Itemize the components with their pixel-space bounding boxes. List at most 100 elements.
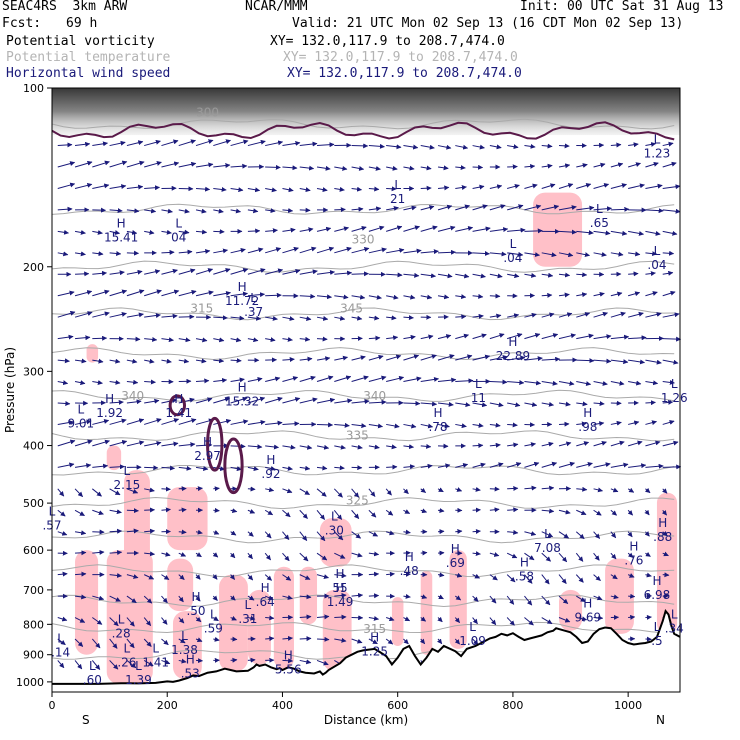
axes-layer: 0 200 400 600 800 1000 100 200 300 400 500 600 700 80…: [16, 82, 642, 712]
extremum-value: 2.97: [194, 449, 221, 463]
wind-vector: [507, 529, 519, 535]
wind-vector: [57, 251, 69, 257]
wind-vector: [489, 293, 501, 299]
wind-vector: [472, 462, 486, 468]
wind-vector: [109, 439, 128, 447]
wind-vector: [610, 380, 625, 386]
wind-vector: [489, 227, 509, 232]
wind-vector: [161, 465, 175, 471]
wind-vector: [109, 550, 123, 556]
extremum-value: 1.25: [361, 644, 388, 658]
wind-vector: [645, 380, 659, 386]
extremum-value: .31: [238, 612, 257, 626]
wind-vector: [126, 336, 141, 342]
wind-vector: [282, 140, 301, 147]
wind-vector: [195, 162, 214, 168]
wind-vector: [419, 638, 426, 645]
wind-vector: [420, 616, 426, 622]
wind-vector: [558, 574, 567, 584]
wind-vector: [368, 531, 379, 537]
wind-vector: [351, 165, 365, 171]
wind-vector: [282, 552, 290, 562]
wind-vector: [282, 635, 293, 641]
wind-vectors-layer: [57, 139, 682, 670]
wind-vector: [334, 207, 346, 213]
extremum-value: .60: [83, 673, 102, 687]
x-tick-label: 400: [272, 699, 293, 712]
wind-vector: [247, 337, 259, 343]
wind-vector: [92, 488, 102, 497]
terrain-layer: [52, 609, 681, 692]
wind-vector: [334, 270, 353, 276]
wind-vector: [662, 379, 675, 385]
wind-vector: [74, 358, 87, 364]
wind-vector: [628, 593, 636, 599]
below-ground-mask: [52, 611, 680, 692]
wind-vector: [437, 401, 454, 407]
wind-vector: [299, 316, 312, 321]
wind-vector: [144, 379, 156, 385]
wind-vector: [420, 463, 433, 469]
wind-vector: [230, 377, 245, 383]
x-tick-label: 1000: [614, 699, 642, 712]
wind-vector: [386, 315, 397, 321]
wind-vector: [576, 509, 587, 515]
wind-vector: [178, 268, 196, 275]
wind-vector: [334, 422, 350, 428]
wind-vector: [74, 419, 92, 425]
extremum-type: H: [434, 406, 443, 420]
wind-vector: [213, 139, 231, 147]
wind-vector: [316, 659, 329, 666]
extremum-value: .88: [653, 530, 672, 544]
extremum-value: 7.08: [534, 541, 561, 555]
wind-vector: [74, 594, 87, 600]
wind-vector: [334, 375, 352, 383]
wind-vector: [161, 313, 178, 319]
wind-vector: [282, 465, 293, 471]
wind-vector: [247, 552, 253, 560]
wind-vector: [489, 273, 503, 279]
extremum-value: .5: [651, 634, 662, 648]
extremum-type: L: [118, 612, 125, 626]
wind-vector: [299, 574, 311, 580]
theta-label: 345: [340, 301, 363, 315]
wind-vector: [524, 183, 538, 189]
wind-vector: [628, 230, 644, 236]
tropopause-pv-contour: [51, 121, 675, 141]
wind-vector: [334, 552, 346, 559]
extremum-value: 11.72: [225, 294, 259, 308]
wind-vector: [144, 487, 155, 493]
wind-vector: [644, 487, 651, 494]
wind-vector: [420, 508, 428, 514]
wind-vector: [593, 230, 611, 236]
wind-vector: [645, 230, 661, 236]
wind-vector: [368, 488, 376, 497]
pv-shade-region: [391, 597, 404, 646]
wind-vector: [57, 161, 76, 168]
extremum-type: L: [152, 642, 159, 656]
wind-vector: [524, 312, 537, 318]
wind-vector: [507, 204, 524, 211]
wind-vector: [299, 356, 313, 362]
wind-vector: [126, 418, 145, 425]
wind-vector: [593, 311, 608, 318]
theta-label: 330: [352, 233, 375, 247]
wind-vector: [524, 461, 540, 468]
wind-vector: [455, 463, 469, 468]
wind-vector: [472, 313, 484, 319]
wind-vector: [161, 441, 179, 447]
wind-vector: [489, 442, 501, 448]
wind-vector: [316, 356, 331, 362]
wind-vector: [74, 380, 86, 386]
wind-vector: [593, 462, 611, 468]
wind-vector: [57, 571, 68, 577]
wind-vector: [662, 230, 678, 236]
wind-vector: [610, 574, 618, 580]
extremum-value: 9.01: [67, 416, 94, 430]
wind-vector: [628, 142, 639, 148]
wind-vector: [403, 464, 415, 470]
wind-vector: [507, 380, 525, 386]
wind-vector: [299, 187, 311, 193]
wind-vector: [437, 463, 451, 469]
wind-vector: [247, 187, 261, 193]
